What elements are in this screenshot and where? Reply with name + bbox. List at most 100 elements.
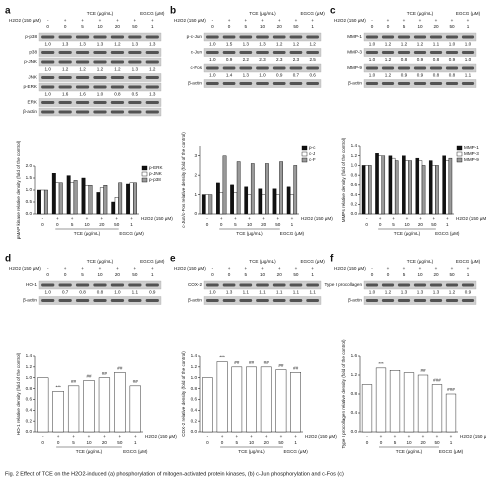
h2o2-sign: + <box>278 266 281 271</box>
bar <box>448 157 453 215</box>
h2o2-sign: + <box>311 18 314 23</box>
bar <box>247 194 252 215</box>
band-ratio: 0.6 <box>309 73 316 78</box>
x-h2o2-sign: + <box>436 434 439 439</box>
dose: 50 <box>293 272 299 277</box>
blot-band <box>128 51 142 54</box>
x-h2o2-sign: + <box>248 216 251 221</box>
blot-band <box>41 60 55 64</box>
y-tick-label: 0.2 <box>26 418 33 423</box>
blot-band <box>145 35 159 39</box>
blot-band <box>306 283 319 287</box>
tce-label: TCE (μg/mL) <box>87 11 114 16</box>
blot-band <box>445 51 459 54</box>
y-tick-label: 0.4 <box>351 410 358 415</box>
dose: 0 <box>46 272 49 277</box>
y-tick-label: 1.5 <box>26 175 33 180</box>
band-ratio: 1.3 <box>259 42 266 47</box>
blot-name: β-actin <box>23 298 37 303</box>
x-tick-label: 5 <box>71 222 74 227</box>
blot-band <box>206 66 219 70</box>
x-tick-label: 5 <box>394 440 397 445</box>
h2o2-sign: + <box>151 266 154 271</box>
blot-band <box>93 101 107 104</box>
dose: 10 <box>260 24 266 29</box>
band-ratio: 1.1 <box>465 73 472 78</box>
x-h2o2-sign: + <box>276 216 279 221</box>
bar <box>43 189 48 215</box>
blot-band <box>110 35 125 39</box>
dose: 50 <box>132 272 138 277</box>
band-ratio: 1.3 <box>433 290 440 295</box>
x-tick-label: 0 <box>366 440 369 445</box>
bar <box>216 182 220 215</box>
h2o2-sign: + <box>134 18 137 23</box>
blot-band <box>365 51 379 54</box>
band-ratio: 1.2 <box>276 42 283 47</box>
band-ratio: 1.2 <box>114 42 121 47</box>
bar <box>381 155 386 215</box>
bar <box>405 160 409 215</box>
bar <box>402 155 406 215</box>
y-axis-label: MMPs relative density (fold of the contr… <box>341 137 346 222</box>
x-tick-label: 0 <box>56 222 59 227</box>
h2o2-sign: + <box>419 266 422 271</box>
legend-swatch <box>141 177 148 183</box>
y-tick-label: 2.0 <box>26 163 33 168</box>
band-ratio: 1.2 <box>449 290 456 295</box>
blot-band <box>93 110 107 114</box>
h2o2-sign: + <box>278 18 281 23</box>
significance-mark: ## <box>117 366 123 371</box>
band-ratio: 2.3 <box>276 57 283 62</box>
blot-name: p-c-Jun <box>187 34 203 39</box>
blot-band <box>75 60 90 64</box>
h2o2-sign: - <box>371 18 373 23</box>
legend-swatch <box>456 145 463 151</box>
dose: 20 <box>277 272 283 277</box>
blot-band <box>413 66 427 70</box>
x-h2o2-sign: + <box>57 434 60 439</box>
h2o2-label: H2O2 (150 μM) <box>9 18 41 23</box>
band-ratio: 1.2 <box>293 42 300 47</box>
band-ratio: 1.6 <box>79 92 86 97</box>
y-tick-label: 0.8 <box>26 386 33 391</box>
x-tick-label: 10 <box>249 440 255 445</box>
significance-mark: *** <box>378 361 384 366</box>
blot-band <box>429 82 443 85</box>
blot-band <box>365 66 379 70</box>
band-ratio: 1.0 <box>465 42 472 47</box>
bar <box>260 366 272 433</box>
tce-label: TCE (μg/mL) <box>249 11 276 16</box>
bar <box>219 192 224 215</box>
blot-band <box>110 283 125 287</box>
band-ratio: 1.0 <box>97 92 104 97</box>
blot-band <box>445 283 459 287</box>
dose: 5 <box>403 24 406 29</box>
blot-band <box>461 51 475 54</box>
bar <box>244 186 249 215</box>
bar <box>415 157 420 215</box>
x-tick-label: 10 <box>86 440 92 445</box>
blot-band <box>289 82 303 85</box>
blot-band <box>306 35 319 39</box>
band-ratio: 1.3 <box>132 67 139 72</box>
x-h2o2-sign: + <box>380 434 383 439</box>
bar <box>133 182 137 215</box>
panel-label: d <box>5 254 11 265</box>
blot-band <box>256 51 269 54</box>
bar <box>388 155 393 215</box>
y-tick-label: 0.6 <box>351 182 358 187</box>
y-tick-label: 1.4 <box>191 353 198 358</box>
h2o2-label: H2O2 (150 μM) <box>334 266 366 271</box>
x-h2o2-sign: + <box>130 216 133 221</box>
blot-band <box>239 51 253 54</box>
bar <box>265 163 269 215</box>
bar <box>275 194 280 215</box>
y-axis-label: pMAP kinase relative density (fold of th… <box>16 140 21 239</box>
x-h2o2-sign: + <box>134 434 137 439</box>
dose: 1 <box>311 272 314 277</box>
h2o2-sign: + <box>151 18 154 23</box>
bar <box>403 372 415 433</box>
dose: 0 <box>387 272 390 277</box>
